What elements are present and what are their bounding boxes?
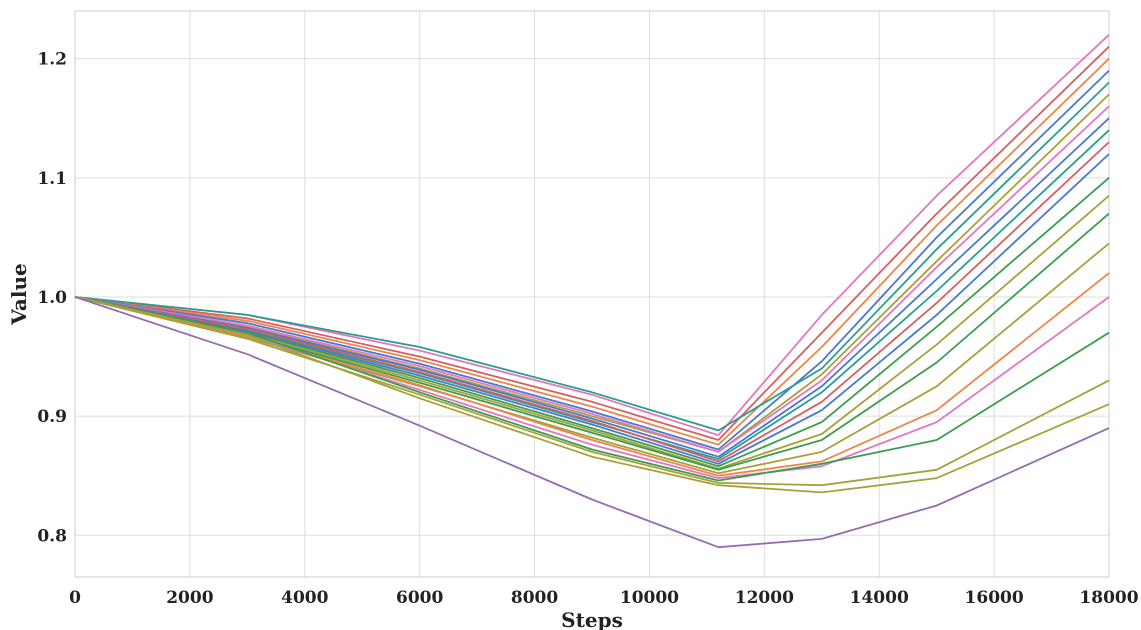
y-tick-label: 1.0 [37,288,67,308]
x-tick-label: 16000 [965,588,1024,608]
x-tick-label: 14000 [850,588,909,608]
series-line-3 [74,58,1110,446]
y-tick-label: 1.2 [37,50,67,70]
y-tick-labels: 0.8 0.9 1.0 1.1 1.2 [37,50,67,547]
y-tick-label: 1.1 [37,169,67,189]
y-tick-label: 0.8 [37,526,67,546]
series-line-20 [74,296,1110,494]
series-line-17 [74,296,1110,480]
x-axis-label: Steps [561,608,623,630]
series-line-1 [74,34,1110,437]
plot-area-border [74,10,1110,578]
series-line-19 [74,296,1110,487]
y-tick-label: 0.9 [37,407,67,427]
series-line-18 [74,296,1110,482]
series-line-4 [74,69,1110,451]
series-line-11 [74,153,1110,465]
series-line-8 [74,117,1110,458]
series-line-7 [74,105,1110,453]
x-tick-label: 10000 [620,588,679,608]
x-tick-label: 4000 [281,588,328,608]
series-line-12 [74,177,1110,468]
x-tick-label: 12000 [735,588,794,608]
series-line-13 [74,195,1110,470]
x-tick-label: 6000 [396,588,443,608]
y-axis-label: Value [7,263,31,326]
series-line-2 [74,46,1110,441]
x-tick-label: 0 [69,588,81,608]
series-line-6 [74,93,1110,453]
x-tick-labels: 0 2000 4000 6000 8000 10000 12000 14000 16000 180… [69,588,1139,608]
series-lines [74,34,1110,549]
x-tick-label: 2000 [166,588,213,608]
series-line-21 [74,296,1110,549]
x-tick-label: 18000 [1079,588,1138,608]
series-line-5 [74,81,1110,432]
x-tick-label: 8000 [511,588,558,608]
series-line-10 [74,141,1110,463]
series-line-15 [74,242,1110,475]
grid-lines [74,11,1110,577]
